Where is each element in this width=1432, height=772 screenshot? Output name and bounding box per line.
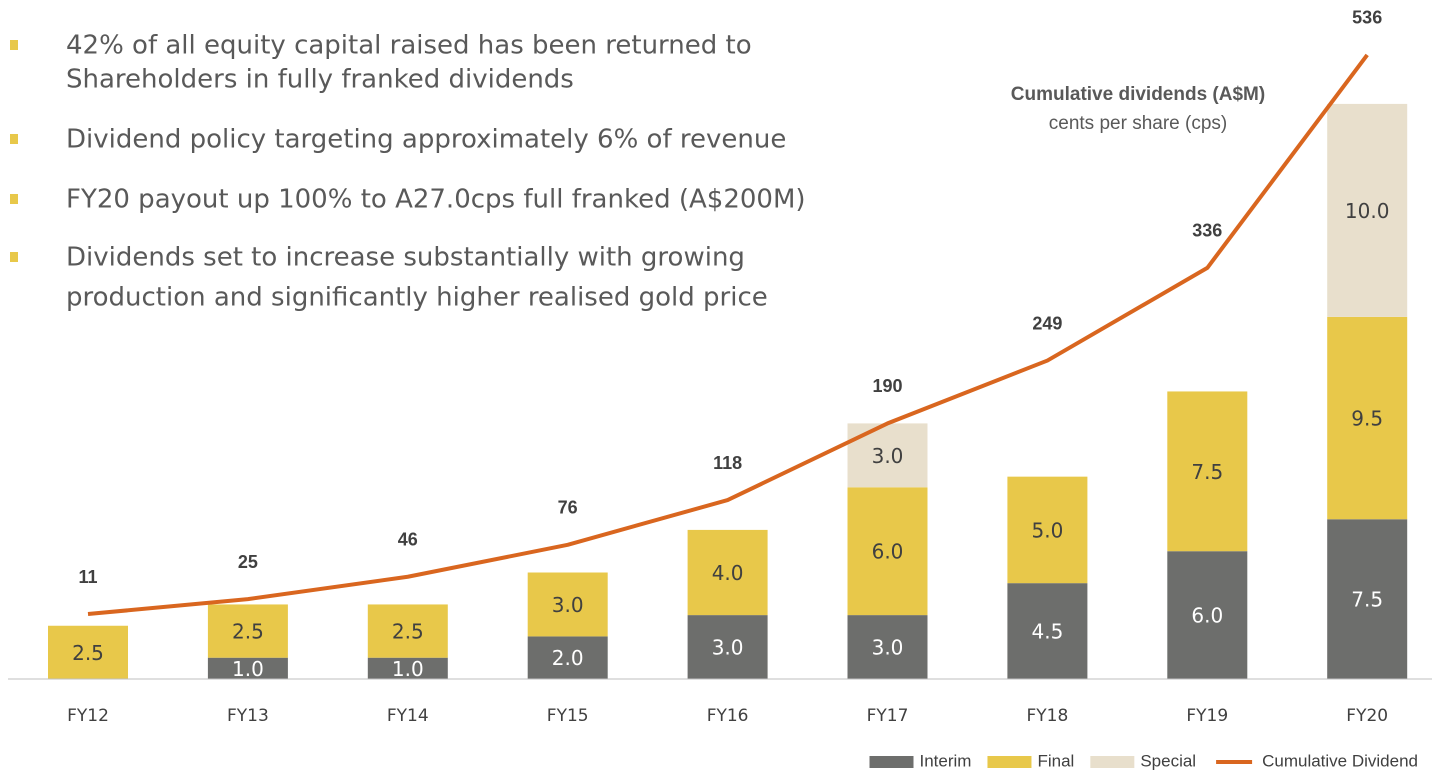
- bar-value-label: 4.0: [712, 561, 744, 585]
- bullet-text: Dividend policy targeting approximately …: [66, 125, 786, 155]
- legend-swatch: [987, 756, 1032, 768]
- bar-value-label: 10.0: [1345, 199, 1390, 223]
- bullet-text: Shareholders in fully franked dividends: [66, 65, 574, 95]
- bar-value-label: 3.0: [872, 636, 904, 660]
- line-value-label: 118: [713, 453, 742, 473]
- annotation: Cumulative dividends (A$M): [1011, 84, 1265, 105]
- bar-value-label: 5.0: [1031, 518, 1063, 542]
- bar-segment: [48, 625, 128, 679]
- line-value-label: 25: [238, 552, 258, 572]
- bullet-text: Dividends set to increase substantially …: [66, 243, 745, 273]
- bar-segment: [1327, 519, 1408, 679]
- bar-segment: [367, 604, 448, 658]
- x-tick-label: FY20: [1346, 706, 1388, 726]
- bar-value-label: 1.0: [392, 657, 424, 681]
- bar-value-label: 2.5: [392, 620, 424, 644]
- line-value-label: 46: [398, 530, 418, 550]
- bar-value-label: 3.0: [552, 593, 584, 617]
- bar-segment: [1327, 316, 1408, 520]
- x-tick-label: FY12: [67, 706, 109, 726]
- line-value-label: 190: [872, 376, 902, 396]
- bullet-marker: [10, 40, 18, 50]
- legend-label: Final: [1037, 751, 1074, 770]
- line-value-label: 11: [78, 567, 97, 587]
- bar-segment: [1007, 583, 1088, 679]
- x-tick-label: FY13: [227, 706, 269, 726]
- bar-value-label: 6.0: [872, 540, 904, 564]
- line-value-label: 536: [1352, 8, 1382, 28]
- annotation: cents per share (cps): [1049, 113, 1227, 134]
- bar-value-label: 6.0: [1191, 604, 1223, 628]
- bar-segment: [687, 529, 768, 616]
- line-value-label: 249: [1032, 313, 1062, 333]
- bullet-text: FY20 payout up 100% to A27.0cps full fra…: [66, 185, 806, 215]
- bar-value-label: 7.5: [1351, 588, 1383, 612]
- legend-label: Cumulative Dividend: [1262, 751, 1418, 770]
- bar-value-label: 9.5: [1351, 407, 1383, 431]
- bar-segment: [1327, 103, 1408, 317]
- line-value-label: 336: [1192, 221, 1222, 241]
- bar-segment: [1167, 551, 1248, 679]
- bar-value-label: 7.5: [1191, 460, 1223, 484]
- line-value-label: 76: [558, 498, 578, 518]
- bar-segment: [1007, 476, 1088, 584]
- x-tick-label: FY19: [1186, 706, 1228, 726]
- bar-value-label: 4.5: [1031, 620, 1063, 644]
- bullet-marker: [10, 134, 18, 144]
- bar-segment: [367, 657, 448, 679]
- x-tick-label: FY17: [867, 706, 909, 726]
- legend-swatch: [1090, 756, 1135, 768]
- legend-swatch: [869, 756, 914, 768]
- bullet-marker: [10, 194, 18, 204]
- bar-segment: [847, 487, 928, 616]
- legend-label: Special: [1140, 751, 1196, 770]
- bar-value-label: 2.5: [232, 620, 264, 644]
- bar-value-label: 1.0: [232, 657, 264, 681]
- bar-segment: [847, 615, 928, 679]
- legend-label: Interim: [920, 751, 972, 770]
- bar-segment: [527, 572, 608, 637]
- bullet-marker: [10, 252, 18, 262]
- x-tick-label: FY18: [1027, 706, 1069, 726]
- x-tick-label: FY15: [547, 706, 589, 726]
- bar-segment: [207, 604, 288, 658]
- bar-value-label: 2.0: [552, 646, 584, 670]
- bar-segment: [527, 636, 608, 679]
- bar-segment: [687, 615, 768, 679]
- cumulative-line: [87, 53, 1369, 617]
- bar-value-label: 3.0: [872, 444, 904, 468]
- bullet-text: 42% of all equity capital raised has bee…: [66, 31, 752, 61]
- x-tick-label: FY14: [387, 706, 429, 726]
- bar-value-label: 2.5: [72, 641, 104, 665]
- bar-segment: [207, 657, 288, 679]
- bar-segment: [1167, 391, 1248, 552]
- bar-value-label: 3.0: [712, 636, 744, 660]
- bullet-text: production and significantly higher real…: [66, 283, 768, 313]
- x-tick-label: FY16: [707, 706, 749, 726]
